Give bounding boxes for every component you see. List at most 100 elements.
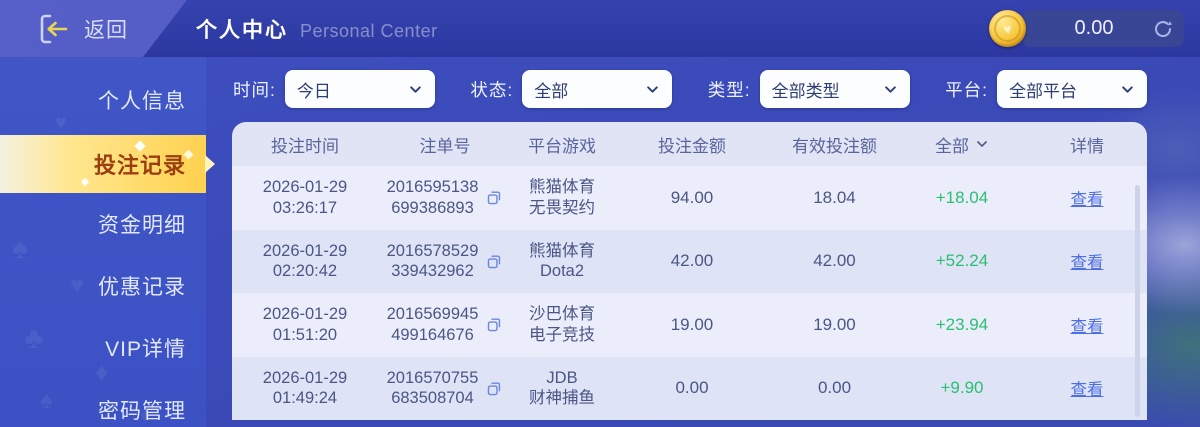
bet-amount-cell: 42.00 [670, 251, 714, 271]
view-details-link[interactable]: 查看 [1070, 381, 1104, 400]
profit-filter-dropdown[interactable]: 全部 [897, 132, 1027, 157]
header-platform-game: 平台游戏 [528, 136, 596, 156]
sidebar-item-personal-info[interactable]: 个人信息 [0, 69, 206, 131]
profit-cell: +9.90 [940, 378, 984, 398]
chevron-down-icon [884, 85, 896, 93]
order-number-cell: 2016578529 339432962 [378, 241, 512, 282]
back-label: 返回 [84, 18, 128, 42]
page-subtitle: Personal Center [300, 20, 438, 41]
type-select[interactable]: 全部类型 [759, 70, 910, 108]
filter-status: 状态: 全部 [470, 70, 673, 108]
platform-game-cell: 熊猫体育 Dota2 [529, 241, 595, 281]
header-details: 详情 [1070, 136, 1104, 156]
heart-glyph: ♥ [1002, 19, 1013, 38]
copy-icon[interactable] [486, 380, 503, 397]
profit-cell: +23.94 [935, 314, 989, 334]
sparkle-icon [80, 177, 90, 187]
platform-game-cell: 熊猫体育 无畏契约 [529, 178, 595, 217]
time-select[interactable]: 今日 [284, 70, 435, 108]
bet-time-cell: 2026-01-29 02:20:42 [262, 241, 348, 281]
filter-time: 时间: 今日 [233, 70, 435, 108]
filter-platform-label: 平台: [945, 79, 988, 100]
bet-time-cell: 2026-01-29 01:49:24 [262, 368, 348, 408]
chevron-down-icon [977, 141, 987, 147]
bet-amount-cell: 94.00 [670, 187, 714, 207]
table-header-row: 投注时间 注单号 平台游戏 投注金额 有效投注额 全部 详情 [232, 122, 1147, 166]
topbar: 返回 个人中心 Personal Center ♥ 0.00 [0, 0, 1200, 57]
copy-icon[interactable] [486, 253, 503, 270]
sidebar-item-label: 资金明细 [98, 214, 186, 237]
status-select[interactable]: 全部 [522, 70, 673, 108]
title-group: 个人中心 Personal Center [196, 14, 438, 44]
header-order-number: 注单号 [419, 136, 471, 156]
valid-bet-cell: 19.00 [813, 314, 856, 334]
table-row: 2026-01-29 01:49:24 2016570755 683508704 J… [232, 356, 1147, 420]
sidebar-item-password-management[interactable]: 密码管理 [0, 379, 206, 427]
sidebar-item-fund-details[interactable]: 资金明细 [0, 193, 206, 255]
valid-bet-cell: 0.00 [817, 378, 852, 398]
bet-amount-cell: 0.00 [675, 378, 709, 398]
status-select-value: 全部 [534, 81, 569, 101]
sidebar-nav: 个人信息 投注记录 资金明细 优惠记录 VIP详情 密码管理 [0, 57, 215, 427]
table-row: 2026-01-29 02:20:42 2016578529 339432962 熊… [232, 229, 1147, 293]
sidebar-item-label: 个人信息 [98, 90, 186, 113]
refresh-icon[interactable] [1152, 18, 1174, 40]
header-bet-time: 投注时间 [271, 136, 339, 156]
time-select-value: 今日 [296, 81, 331, 101]
header-valid-bet-amount: 有效投注额 [792, 136, 877, 156]
table-row: 2026-01-29 03:26:17 2016595138 699386893 熊… [232, 166, 1147, 230]
back-button[interactable]: 返回 [38, 13, 128, 45]
view-details-link[interactable]: 查看 [1070, 317, 1104, 336]
profit-cell: +52.24 [935, 251, 989, 271]
profit-filter-label: 全部 [935, 136, 969, 156]
balance-area: ♥ 0.00 [989, 10, 1184, 47]
main-content: 时间: 今日 状态: 全部 类型: 全部类型 [232, 57, 1148, 427]
balance-display: 0.00 [1022, 10, 1184, 47]
filter-type-label: 类型: [707, 79, 751, 100]
platform-game-cell: JDB 财神捕鱼 [529, 368, 595, 408]
platform-game-cell: 沙巴体育 电子竞技 [529, 305, 595, 344]
sidebar-item-bet-records[interactable]: 投注记录 [0, 135, 215, 193]
filter-type: 类型: 全部类型 [708, 70, 910, 108]
platform-select-value: 全部平台 [1009, 81, 1077, 101]
order-number-cell: 2016569945 499164676 [378, 304, 512, 345]
sidebar: ♠ ♥ ♣ ♦ ♠ ♦ ♣ ♥ 个人信息 投注记录 资金明细 优惠记录 [0, 57, 215, 427]
view-details-link[interactable]: 查看 [1070, 190, 1104, 209]
sidebar-item-promo-records[interactable]: 优惠记录 [0, 255, 206, 317]
chevron-down-icon [1122, 85, 1133, 93]
active-item-arrow-icon [205, 155, 215, 173]
filter-platform: 平台: 全部平台 [945, 70, 1147, 108]
sidebar-item-label: 投注记录 [93, 153, 186, 178]
platform-select[interactable]: 全部平台 [997, 70, 1147, 108]
profit-cell: +18.04 [935, 187, 989, 207]
balance-value: 0.00 [1074, 17, 1114, 39]
filter-status-label: 状态: [470, 79, 514, 100]
sidebar-item-label: 密码管理 [98, 400, 186, 423]
topbar-left: 返回 个人中心 Personal Center [0, 0, 1200, 57]
order-number-cell: 2016595138 699386893 [378, 177, 512, 218]
page-title: 个人中心 [196, 18, 288, 42]
sidebar-item-label: 优惠记录 [98, 276, 186, 299]
bet-records-table: 投注时间 注单号 平台游戏 投注金额 有效投注额 全部 详情 2026-01-2… [232, 122, 1147, 420]
filter-bar: 时间: 今日 状态: 全部 类型: 全部类型 [232, 57, 1148, 121]
filter-time-label: 时间: [233, 79, 276, 100]
back-icon [38, 13, 74, 45]
valid-bet-cell: 18.04 [813, 187, 856, 207]
bet-time-cell: 2026-01-29 01:51:20 [262, 305, 348, 344]
table-row: 2026-01-29 01:51:20 2016569945 499164676 沙… [232, 293, 1147, 357]
chevron-down-icon [410, 85, 421, 93]
header-bet-amount: 投注金额 [658, 136, 726, 156]
bet-amount-cell: 19.00 [670, 314, 714, 334]
bet-time-cell: 2026-01-29 03:26:17 [262, 178, 348, 217]
chevron-down-icon [647, 85, 659, 93]
view-details-link[interactable]: 查看 [1070, 254, 1104, 273]
valid-bet-cell: 42.00 [813, 251, 856, 271]
order-number-cell: 2016570755 683508704 [378, 368, 512, 409]
type-select-value: 全部类型 [771, 81, 840, 101]
copy-icon[interactable] [486, 189, 503, 206]
coin-icon: ♥ [989, 10, 1026, 47]
sidebar-item-vip-details[interactable]: VIP详情 [0, 317, 206, 379]
scrollbar-thumb[interactable] [1135, 185, 1140, 417]
copy-icon[interactable] [486, 316, 503, 333]
